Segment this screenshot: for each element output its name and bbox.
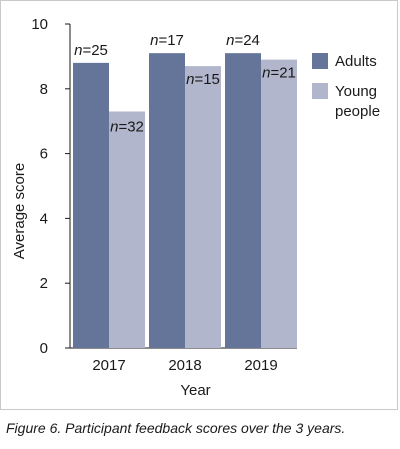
y-tick-label: 4	[40, 210, 48, 227]
y-tick-label: 0	[40, 340, 48, 357]
sample-size-label: n=32	[110, 118, 144, 135]
legend: Adults Young people	[312, 53, 380, 120]
bar-young-people-2019	[261, 59, 297, 348]
x-tick-label: 2018	[168, 357, 201, 374]
bar-adults-2019	[225, 53, 261, 348]
chart-frame: 0 2 4 6 8 10 2017 2018 2019 n=25 n=32 n=17 n=15 n=24…	[0, 0, 398, 410]
y-tick-label: 6	[40, 146, 48, 163]
legend-label: Young people	[335, 83, 380, 120]
bars	[73, 53, 297, 349]
axes: 0 2 4 6 8 10 2017 2018 2019	[31, 16, 297, 374]
bar-young-people-2018	[185, 66, 221, 349]
sample-size-labels: n=25 n=32 n=17 n=15 n=24n=21	[74, 32, 296, 135]
sample-size-label: n=25	[74, 42, 108, 59]
x-axis-title: Year	[180, 382, 210, 399]
figure-caption: Figure 6. Participant feedback scores ov…	[6, 420, 346, 436]
sample-size-label: n=24	[226, 32, 260, 49]
y-axis-title: Average score	[11, 163, 28, 259]
bar-young-people-2017	[109, 111, 145, 348]
sample-size-label: n=15	[186, 71, 220, 88]
sample-size-label: n=21	[262, 65, 296, 82]
x-tick-label: 2017	[92, 357, 125, 374]
y-tick-label: 10	[31, 16, 48, 33]
y-tick-label: 8	[40, 81, 48, 98]
legend-swatch	[312, 53, 328, 69]
x-tick-label: 2019	[244, 357, 277, 374]
legend-swatch	[312, 83, 328, 99]
bar-adults-2017	[73, 62, 109, 348]
legend-label: Adults	[335, 53, 377, 70]
bar-adults-2018	[149, 53, 185, 348]
sample-size-label: n=17	[150, 32, 184, 49]
y-tick-label: 2	[40, 275, 48, 292]
bar-chart: 0 2 4 6 8 10 2017 2018 2019 n=25 n=32 n=17 n=15 n=24…	[11, 16, 380, 399]
